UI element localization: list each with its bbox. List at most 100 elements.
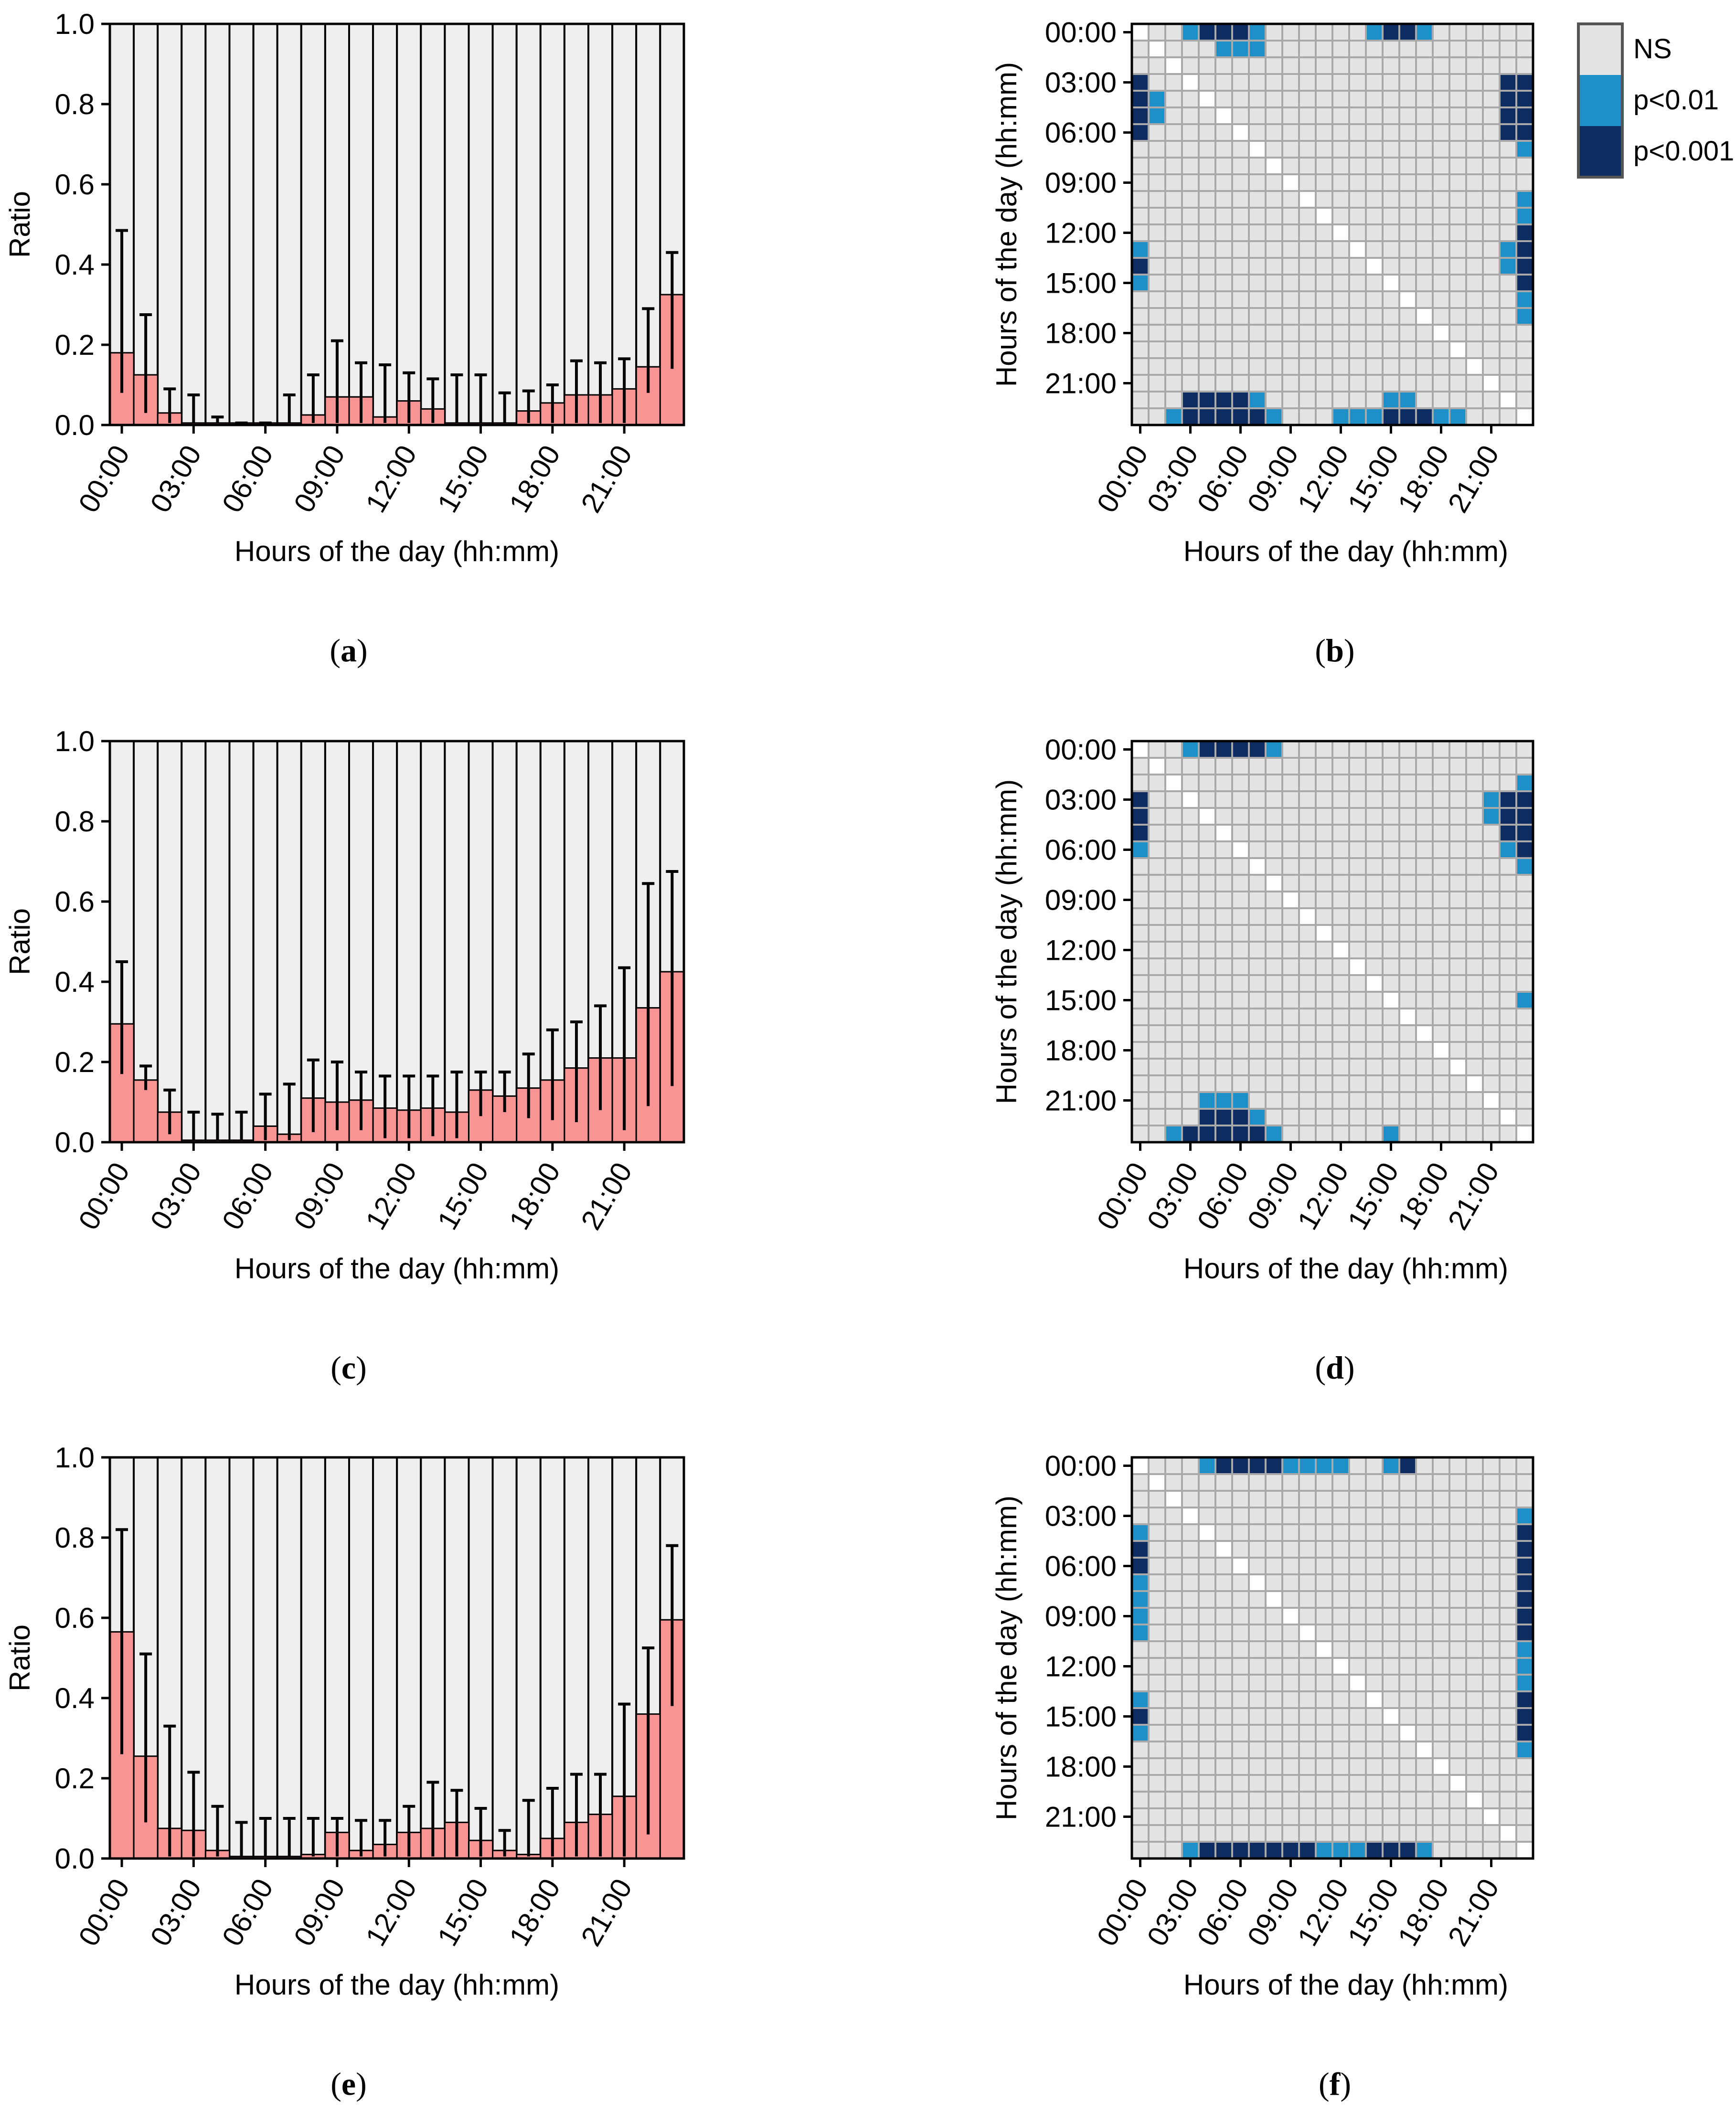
heatmap-cell	[1298, 290, 1317, 309]
bar-background	[204, 23, 231, 426]
heatmap-cell	[1415, 941, 1434, 959]
heatmap-cell	[1248, 1674, 1267, 1692]
heatmap-cell	[1331, 1490, 1350, 1508]
heatmap-cell	[1465, 757, 1484, 775]
heatmap-cell	[1164, 1791, 1183, 1809]
heatmap-cell	[1348, 957, 1367, 976]
heatmap-cell	[1148, 324, 1166, 342]
heatmap-cell	[1448, 123, 1467, 142]
heatmap-cell	[1281, 324, 1300, 342]
heatmap-cell	[1214, 1125, 1233, 1143]
heatmap-cell	[1281, 56, 1300, 75]
heatmap-cell	[1482, 290, 1501, 309]
heatmap-cell	[1415, 290, 1434, 309]
heatmap-cell	[1265, 290, 1283, 309]
heatmap-cell	[1131, 123, 1150, 142]
heatmap-cell	[1398, 307, 1417, 326]
heatmap-cell	[1398, 1024, 1417, 1043]
heatmap-cell	[1331, 190, 1350, 209]
heatmap-cell	[1198, 1640, 1216, 1659]
heatmap-cell	[1499, 1807, 1517, 1826]
heatmap-cell	[1365, 1108, 1384, 1126]
heatmap-cell	[1131, 1008, 1150, 1026]
heatmap-cell	[1131, 257, 1150, 276]
heatmap-cell	[1432, 190, 1450, 209]
heatmap-cell	[1298, 974, 1317, 993]
heatmap-cell	[1499, 824, 1517, 842]
heatmap-cell	[1281, 1774, 1300, 1793]
heatmap-cell	[1164, 190, 1183, 209]
heatmap-cell	[1265, 957, 1283, 976]
heatmap-cell	[1482, 257, 1501, 276]
heatmap-cell	[1348, 407, 1367, 426]
heatmap-cell	[1265, 1490, 1283, 1508]
heatmap-cell	[1465, 391, 1484, 409]
heatmap-cell	[1398, 391, 1417, 409]
heatmap-cell	[1198, 1041, 1216, 1060]
heatmap-cell	[1198, 891, 1216, 909]
heatmap-cell	[1181, 340, 1200, 359]
heatmap-f: 00:0003:0006:0009:0012:0015:0018:0021:00…	[990, 1450, 1534, 2001]
heatmap-cell	[1148, 374, 1166, 393]
heatmap-cell	[1231, 1674, 1250, 1692]
heatmap-cell	[1515, 90, 1534, 108]
heatmap-cell	[1214, 240, 1233, 259]
heatmap-cell	[1298, 1690, 1317, 1709]
heatmap-cell	[1198, 1024, 1216, 1043]
heatmap-cell	[1331, 1674, 1350, 1692]
bar-background	[468, 1456, 494, 1859]
heatmap-cell	[1348, 941, 1367, 959]
heatmap-cell	[1131, 140, 1150, 159]
heatmap-cell	[1248, 73, 1267, 92]
heatmap-cell	[1148, 1523, 1166, 1542]
heatmap-cell	[1382, 924, 1400, 943]
heatmap-cell	[1198, 1074, 1216, 1093]
heatmap-cell	[1131, 790, 1150, 809]
heatmap-cell	[1331, 1607, 1350, 1625]
heatmap-cell	[1365, 1091, 1384, 1110]
heatmap-cell	[1448, 1707, 1467, 1726]
heatmap-cell	[1432, 991, 1450, 1009]
heatmap-cell	[1231, 740, 1250, 759]
x-tick-label: 21:00	[575, 1157, 638, 1235]
heatmap-cell	[1315, 1008, 1333, 1026]
heatmap-cell	[1164, 774, 1183, 792]
heatmap-cell	[1131, 374, 1150, 393]
heatmap-cell	[1248, 1108, 1267, 1126]
heatmap-cell	[1315, 1058, 1333, 1076]
heatmap-cell	[1415, 106, 1434, 125]
heatmap-cell	[1398, 274, 1417, 292]
heatmap-cell	[1382, 173, 1400, 192]
heatmap-cell	[1265, 340, 1283, 359]
heatmap-cell	[1298, 1540, 1317, 1559]
heatmap-cell	[1298, 891, 1317, 909]
heatmap-cell	[1214, 790, 1233, 809]
heatmap-cell	[1298, 106, 1317, 125]
heatmap-cell	[1382, 1125, 1400, 1143]
heatmap-cell	[1331, 974, 1350, 993]
heatmap-cell	[1181, 157, 1200, 175]
heatmap-cell	[1248, 56, 1267, 75]
x-tick-label: 12:00	[1291, 440, 1355, 518]
heatmap-cell	[1432, 90, 1450, 108]
heatmap-cell	[1398, 1640, 1417, 1659]
heatmap-cell	[1365, 40, 1384, 58]
heatmap-cell	[1331, 290, 1350, 309]
heatmap-cell	[1281, 874, 1300, 892]
heatmap-cell	[1198, 1707, 1216, 1726]
heatmap-cell	[1265, 774, 1283, 792]
heatmap-cell	[1148, 790, 1166, 809]
heatmap-cell	[1131, 290, 1150, 309]
heatmap-cell	[1448, 1573, 1467, 1592]
heatmap-cell	[1398, 1041, 1417, 1060]
heatmap-cell	[1298, 207, 1317, 225]
heatmap-cell	[1214, 374, 1233, 393]
heatmap-cell	[1398, 223, 1417, 242]
heatmap-cell	[1164, 1674, 1183, 1692]
heatmap-cell	[1148, 1058, 1166, 1076]
heatmap-cell	[1164, 324, 1183, 342]
heatmap-cell	[1398, 257, 1417, 276]
heatmap-cell	[1281, 391, 1300, 409]
heatmap-cell	[1331, 207, 1350, 225]
heatmap-cell	[1214, 1741, 1233, 1759]
